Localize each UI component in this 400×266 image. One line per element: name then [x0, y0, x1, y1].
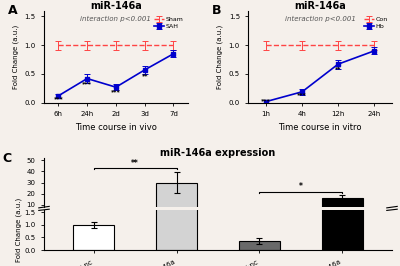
- Text: ***: ***: [82, 82, 92, 87]
- Title: miR-146a: miR-146a: [294, 1, 346, 11]
- Text: interaction p<0.001: interaction p<0.001: [80, 16, 151, 22]
- Text: **: **: [142, 73, 148, 78]
- Bar: [156, 182, 197, 216]
- X-axis label: Time course in vivo: Time course in vivo: [75, 123, 157, 132]
- Bar: [239, 241, 280, 250]
- Bar: [73, 225, 114, 250]
- Text: B: B: [212, 4, 222, 17]
- Y-axis label: Fold Change (a.u.): Fold Change (a.u.): [15, 198, 22, 262]
- Text: interaction p<0.001: interaction p<0.001: [285, 16, 356, 22]
- Title: miR-146a expression: miR-146a expression: [160, 148, 276, 158]
- Text: **: **: [131, 159, 139, 168]
- Text: ***: ***: [54, 97, 63, 102]
- Text: C: C: [2, 152, 11, 165]
- Bar: [156, 0, 197, 250]
- Text: ***: ***: [111, 89, 121, 94]
- Text: ***: ***: [297, 92, 307, 97]
- Text: ***: ***: [261, 98, 271, 103]
- Y-axis label: Fold Change (a.u.): Fold Change (a.u.): [12, 24, 19, 89]
- Bar: [73, 215, 114, 216]
- Text: **: **: [335, 67, 341, 72]
- Legend: Con, Hb: Con, Hb: [363, 16, 389, 30]
- Text: *: *: [299, 182, 303, 191]
- Title: miR-146a: miR-146a: [90, 1, 142, 11]
- Bar: [322, 198, 363, 216]
- Bar: [322, 0, 363, 250]
- Legend: Sham, SAH: Sham, SAH: [153, 16, 185, 30]
- Text: A: A: [8, 4, 18, 17]
- Y-axis label: Fold Change (a.u.): Fold Change (a.u.): [216, 24, 223, 89]
- X-axis label: Time course in vitro: Time course in vitro: [278, 123, 362, 132]
